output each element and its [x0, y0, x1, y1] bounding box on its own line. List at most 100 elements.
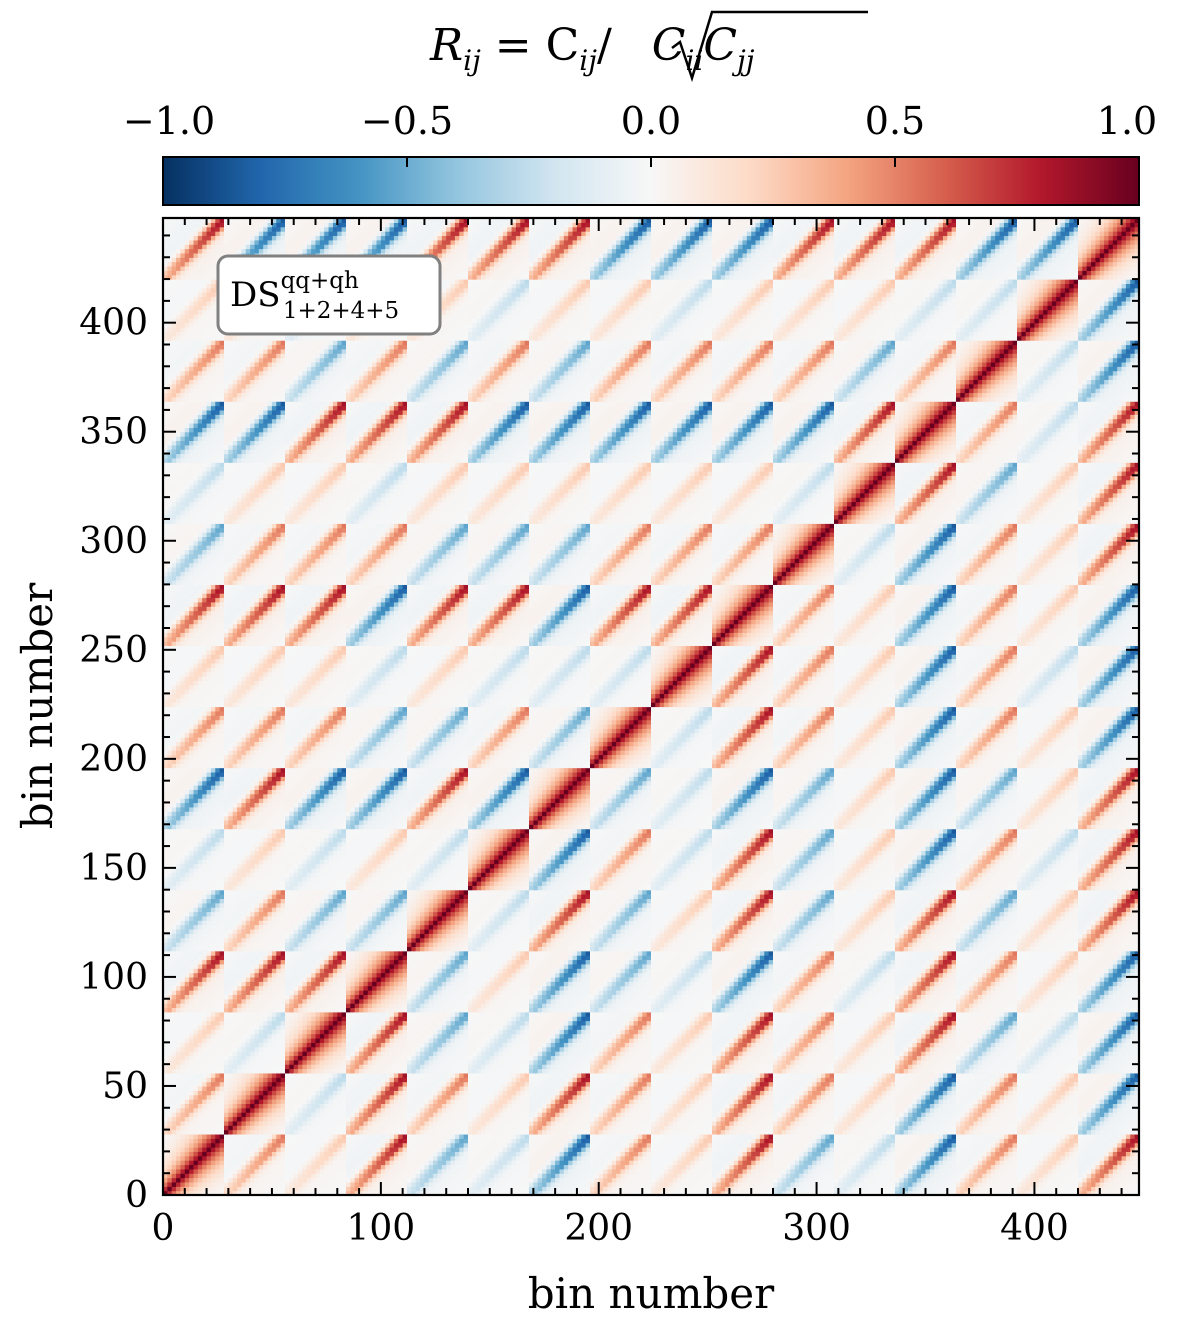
- heatmap-cell: [167, 938, 172, 943]
- heatmap-cell: [211, 227, 216, 232]
- heatmap-cell: [211, 375, 216, 380]
- heatmap-cell: [220, 340, 225, 345]
- heatmap-cell: [224, 885, 229, 890]
- heatmap-cell: [215, 916, 220, 921]
- heatmap-cell: [194, 1112, 199, 1117]
- heatmap-cell: [189, 1073, 194, 1078]
- heatmap-cell: [176, 1047, 181, 1052]
- heatmap-cell: [215, 977, 220, 982]
- heatmap-cell: [198, 946, 203, 951]
- heatmap-cell: [194, 406, 199, 411]
- heatmap-cell: [176, 933, 181, 938]
- heatmap-cell: [207, 820, 212, 825]
- heatmap-cell: [194, 423, 199, 428]
- heatmap-cell: [220, 536, 225, 541]
- heatmap-cell: [185, 907, 190, 912]
- heatmap-cell: [220, 467, 225, 472]
- heatmap-cell: [185, 1042, 190, 1047]
- heatmap-cell: [211, 584, 216, 589]
- heatmap-cell: [189, 340, 194, 345]
- heatmap-cell: [202, 759, 207, 764]
- heatmap-cell: [224, 1103, 229, 1108]
- heatmap-cell: [194, 554, 199, 559]
- heatmap-cell: [220, 1012, 225, 1017]
- heatmap-cell: [185, 715, 190, 720]
- heatmap-cell: [215, 1134, 220, 1139]
- heatmap-cell: [202, 925, 207, 930]
- heatmap-cell: [211, 549, 216, 554]
- heatmap-cell: [189, 554, 194, 559]
- heatmap-cell: [180, 436, 185, 441]
- heatmap-cell: [211, 837, 216, 842]
- heatmap-cell: [189, 1077, 194, 1082]
- heatmap-cell: [207, 1130, 212, 1135]
- heatmap-cell: [202, 388, 207, 393]
- heatmap-cell: [194, 816, 199, 821]
- heatmap-cell: [180, 1082, 185, 1087]
- heatmap-cell: [176, 257, 181, 262]
- heatmap-cell: [194, 1156, 199, 1161]
- heatmap-cell: [220, 1025, 225, 1030]
- heatmap-cell: [207, 829, 212, 834]
- heatmap-cell: [180, 850, 185, 855]
- heatmap-cell: [167, 1095, 172, 1100]
- heatmap-cell: [202, 881, 207, 886]
- heatmap-cell: [189, 410, 194, 415]
- heatmap-cell: [189, 1012, 194, 1017]
- heatmap-cell: [176, 283, 181, 288]
- heatmap-cell: [185, 602, 190, 607]
- heatmap-cell: [185, 1029, 190, 1034]
- heatmap-cell: [172, 1164, 177, 1169]
- heatmap-cell: [189, 362, 194, 367]
- heatmap-cell: [211, 558, 216, 563]
- heatmap-cell: [194, 864, 199, 869]
- heatmap-cell: [180, 1038, 185, 1043]
- heatmap-cell: [172, 741, 177, 746]
- heatmap-cell: [202, 349, 207, 354]
- heatmap-cell: [215, 1064, 220, 1069]
- heatmap-cell: [198, 506, 203, 511]
- heatmap-cell: [167, 445, 172, 450]
- heatmap-cell: [198, 523, 203, 528]
- heatmap-cell: [167, 1156, 172, 1161]
- heatmap-cell: [198, 868, 203, 873]
- heatmap-cell: [194, 624, 199, 629]
- heatmap-cells: [163, 218, 1140, 1196]
- heatmap-cell: [211, 693, 216, 698]
- heatmap-cell: [194, 611, 199, 616]
- heatmap-cell: [180, 571, 185, 576]
- heatmap-cell: [176, 689, 181, 694]
- heatmap-cell: [172, 270, 177, 275]
- heatmap-cell: [180, 227, 185, 232]
- heatmap-cell: [189, 1125, 194, 1130]
- heatmap-cell: [167, 419, 172, 424]
- heatmap-cell: [224, 811, 229, 816]
- heatmap-cell: [211, 528, 216, 533]
- heatmap-cell: [202, 288, 207, 293]
- heatmap-cell: [215, 502, 220, 507]
- heatmap-cell: [215, 829, 220, 834]
- heatmap-cell: [180, 366, 185, 371]
- heatmap-cell: [198, 427, 203, 432]
- heatmap-cell: [215, 589, 220, 594]
- heatmap-cell: [194, 1047, 199, 1052]
- heatmap-cell: [176, 1103, 181, 1108]
- heatmap-cell: [194, 515, 199, 520]
- heatmap-cell: [220, 842, 225, 847]
- heatmap-cell: [198, 837, 203, 842]
- heatmap-cell: [189, 820, 194, 825]
- heatmap-cell: [176, 244, 181, 249]
- heatmap-cell: [202, 336, 207, 341]
- heatmap-cell: [215, 454, 220, 459]
- heatmap-cell: [180, 903, 185, 908]
- heatmap-cell: [189, 680, 194, 685]
- heatmap-cell: [215, 920, 220, 925]
- heatmap-cell: [211, 493, 216, 498]
- heatmap-cell: [176, 994, 181, 999]
- heatmap-cell: [189, 414, 194, 419]
- heatmap-cell: [220, 637, 225, 642]
- heatmap-cell: [185, 1130, 190, 1135]
- heatmap-cell: [185, 523, 190, 528]
- heatmap-cell: [189, 506, 194, 511]
- heatmap-cell: [172, 1151, 177, 1156]
